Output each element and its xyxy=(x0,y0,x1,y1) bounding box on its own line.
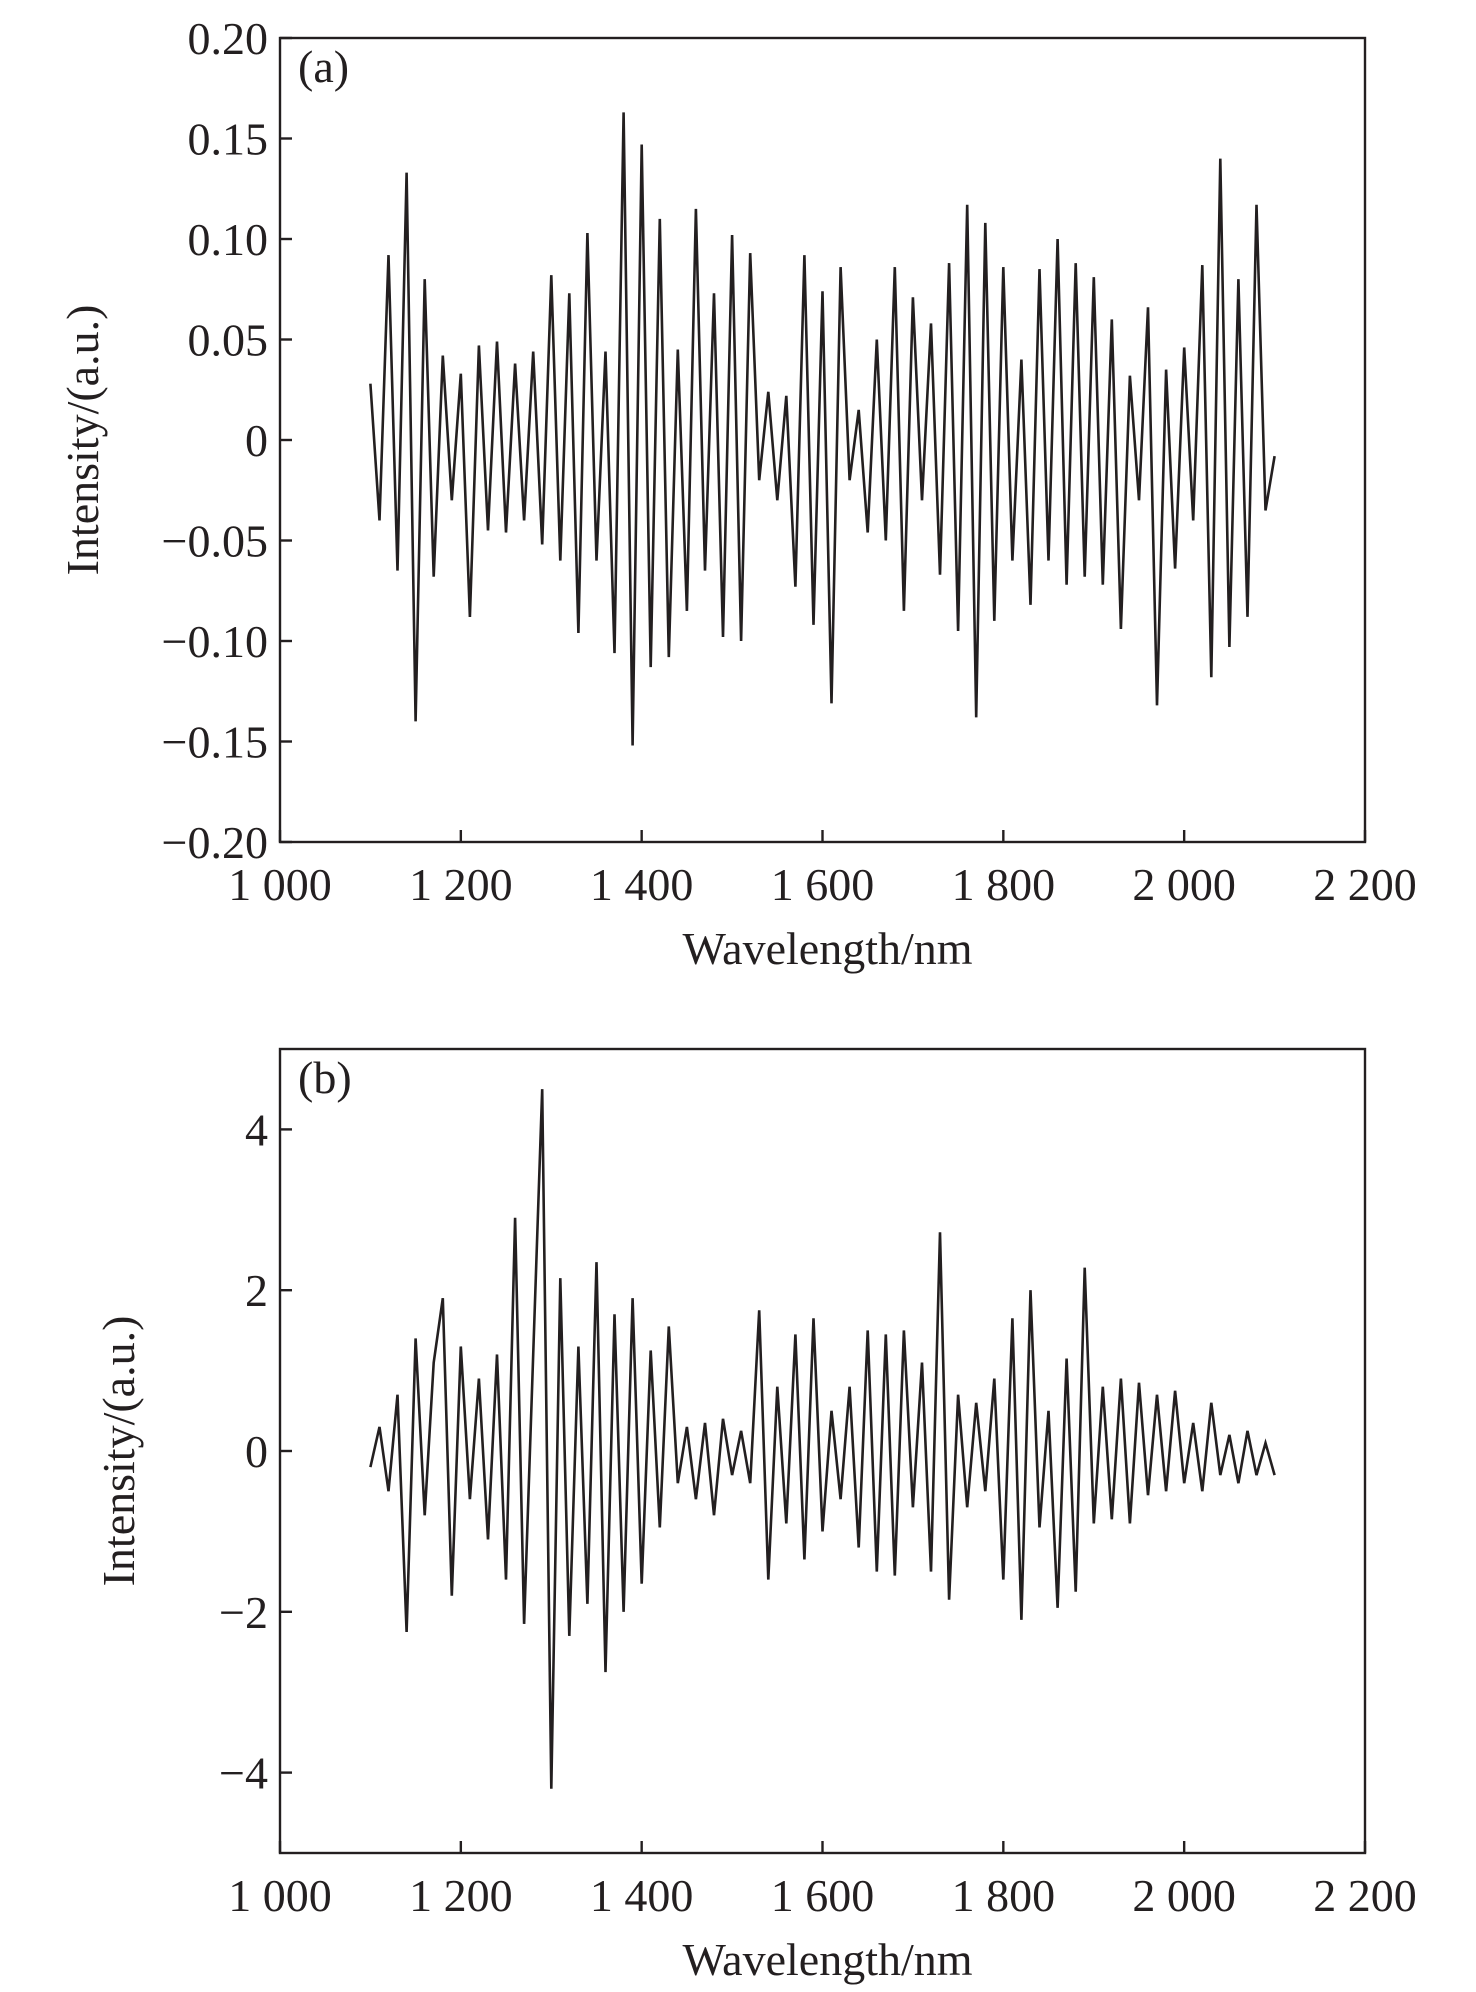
x-tick-label: 1 600 xyxy=(771,1870,875,1921)
y-tick-label: 2 xyxy=(245,1265,268,1316)
y-tick-label: −0.10 xyxy=(162,616,268,667)
y-tick-label: −0.20 xyxy=(162,817,268,868)
x-tick-label: 2 000 xyxy=(1132,1870,1236,1921)
x-tick-label: 2 200 xyxy=(1313,1870,1417,1921)
y-tick-label: 0 xyxy=(245,415,268,466)
y-axis-title: Intensity/(a.u.) xyxy=(57,305,108,576)
y-tick-label: 0.20 xyxy=(188,13,269,64)
y-tick-label: −2 xyxy=(219,1587,268,1638)
y-tick-label: 4 xyxy=(245,1104,268,1155)
x-tick-label: 1 000 xyxy=(228,1870,332,1921)
plot-frame xyxy=(278,36,1367,844)
x-tick-label: 1 400 xyxy=(590,859,694,910)
y-tick-label: 0.05 xyxy=(188,315,269,366)
x-tick-label: 1 400 xyxy=(590,1870,694,1921)
x-tick-label: 1 800 xyxy=(952,1870,1056,1921)
x-tick-label: 1 200 xyxy=(409,859,513,910)
x-axis-title: Wavelength/nm xyxy=(682,923,972,974)
x-tick-label: 2 000 xyxy=(1132,859,1236,910)
data-series-line xyxy=(369,1089,1276,1789)
y-tick-label: −0.05 xyxy=(162,516,268,567)
chart-panel-a: 1 000 1 200 1 400 1 600 1 800 2 000 2 200 −0.20… xyxy=(57,13,1417,974)
chart-panel-b: 1 000 1 200 1 400 1 600 1 800 2 000 2 200 −4 −2 0… xyxy=(93,1047,1417,1985)
y-tick-label: −4 xyxy=(219,1748,268,1799)
data-series-line xyxy=(369,112,1276,746)
panel-label: (a) xyxy=(298,41,349,92)
x-tick-label: 1 600 xyxy=(771,859,875,910)
x-axis-title: Wavelength/nm xyxy=(682,1934,972,1985)
y-tick-label: 0 xyxy=(245,1426,268,1477)
plot-frame xyxy=(278,1047,1367,1855)
x-tick-label: 2 200 xyxy=(1313,859,1417,910)
x-tick-label: 1 800 xyxy=(952,859,1056,910)
y-tick-label: 0.15 xyxy=(188,114,269,165)
y-tick-label: −0.15 xyxy=(162,717,268,768)
y-tick-label: 0.10 xyxy=(188,214,269,265)
panel-label: (b) xyxy=(298,1052,352,1103)
y-axis-title: Intensity/(a.u.) xyxy=(93,1316,144,1587)
x-tick-label: 1 000 xyxy=(228,859,332,910)
x-tick-label: 1 200 xyxy=(409,1870,513,1921)
